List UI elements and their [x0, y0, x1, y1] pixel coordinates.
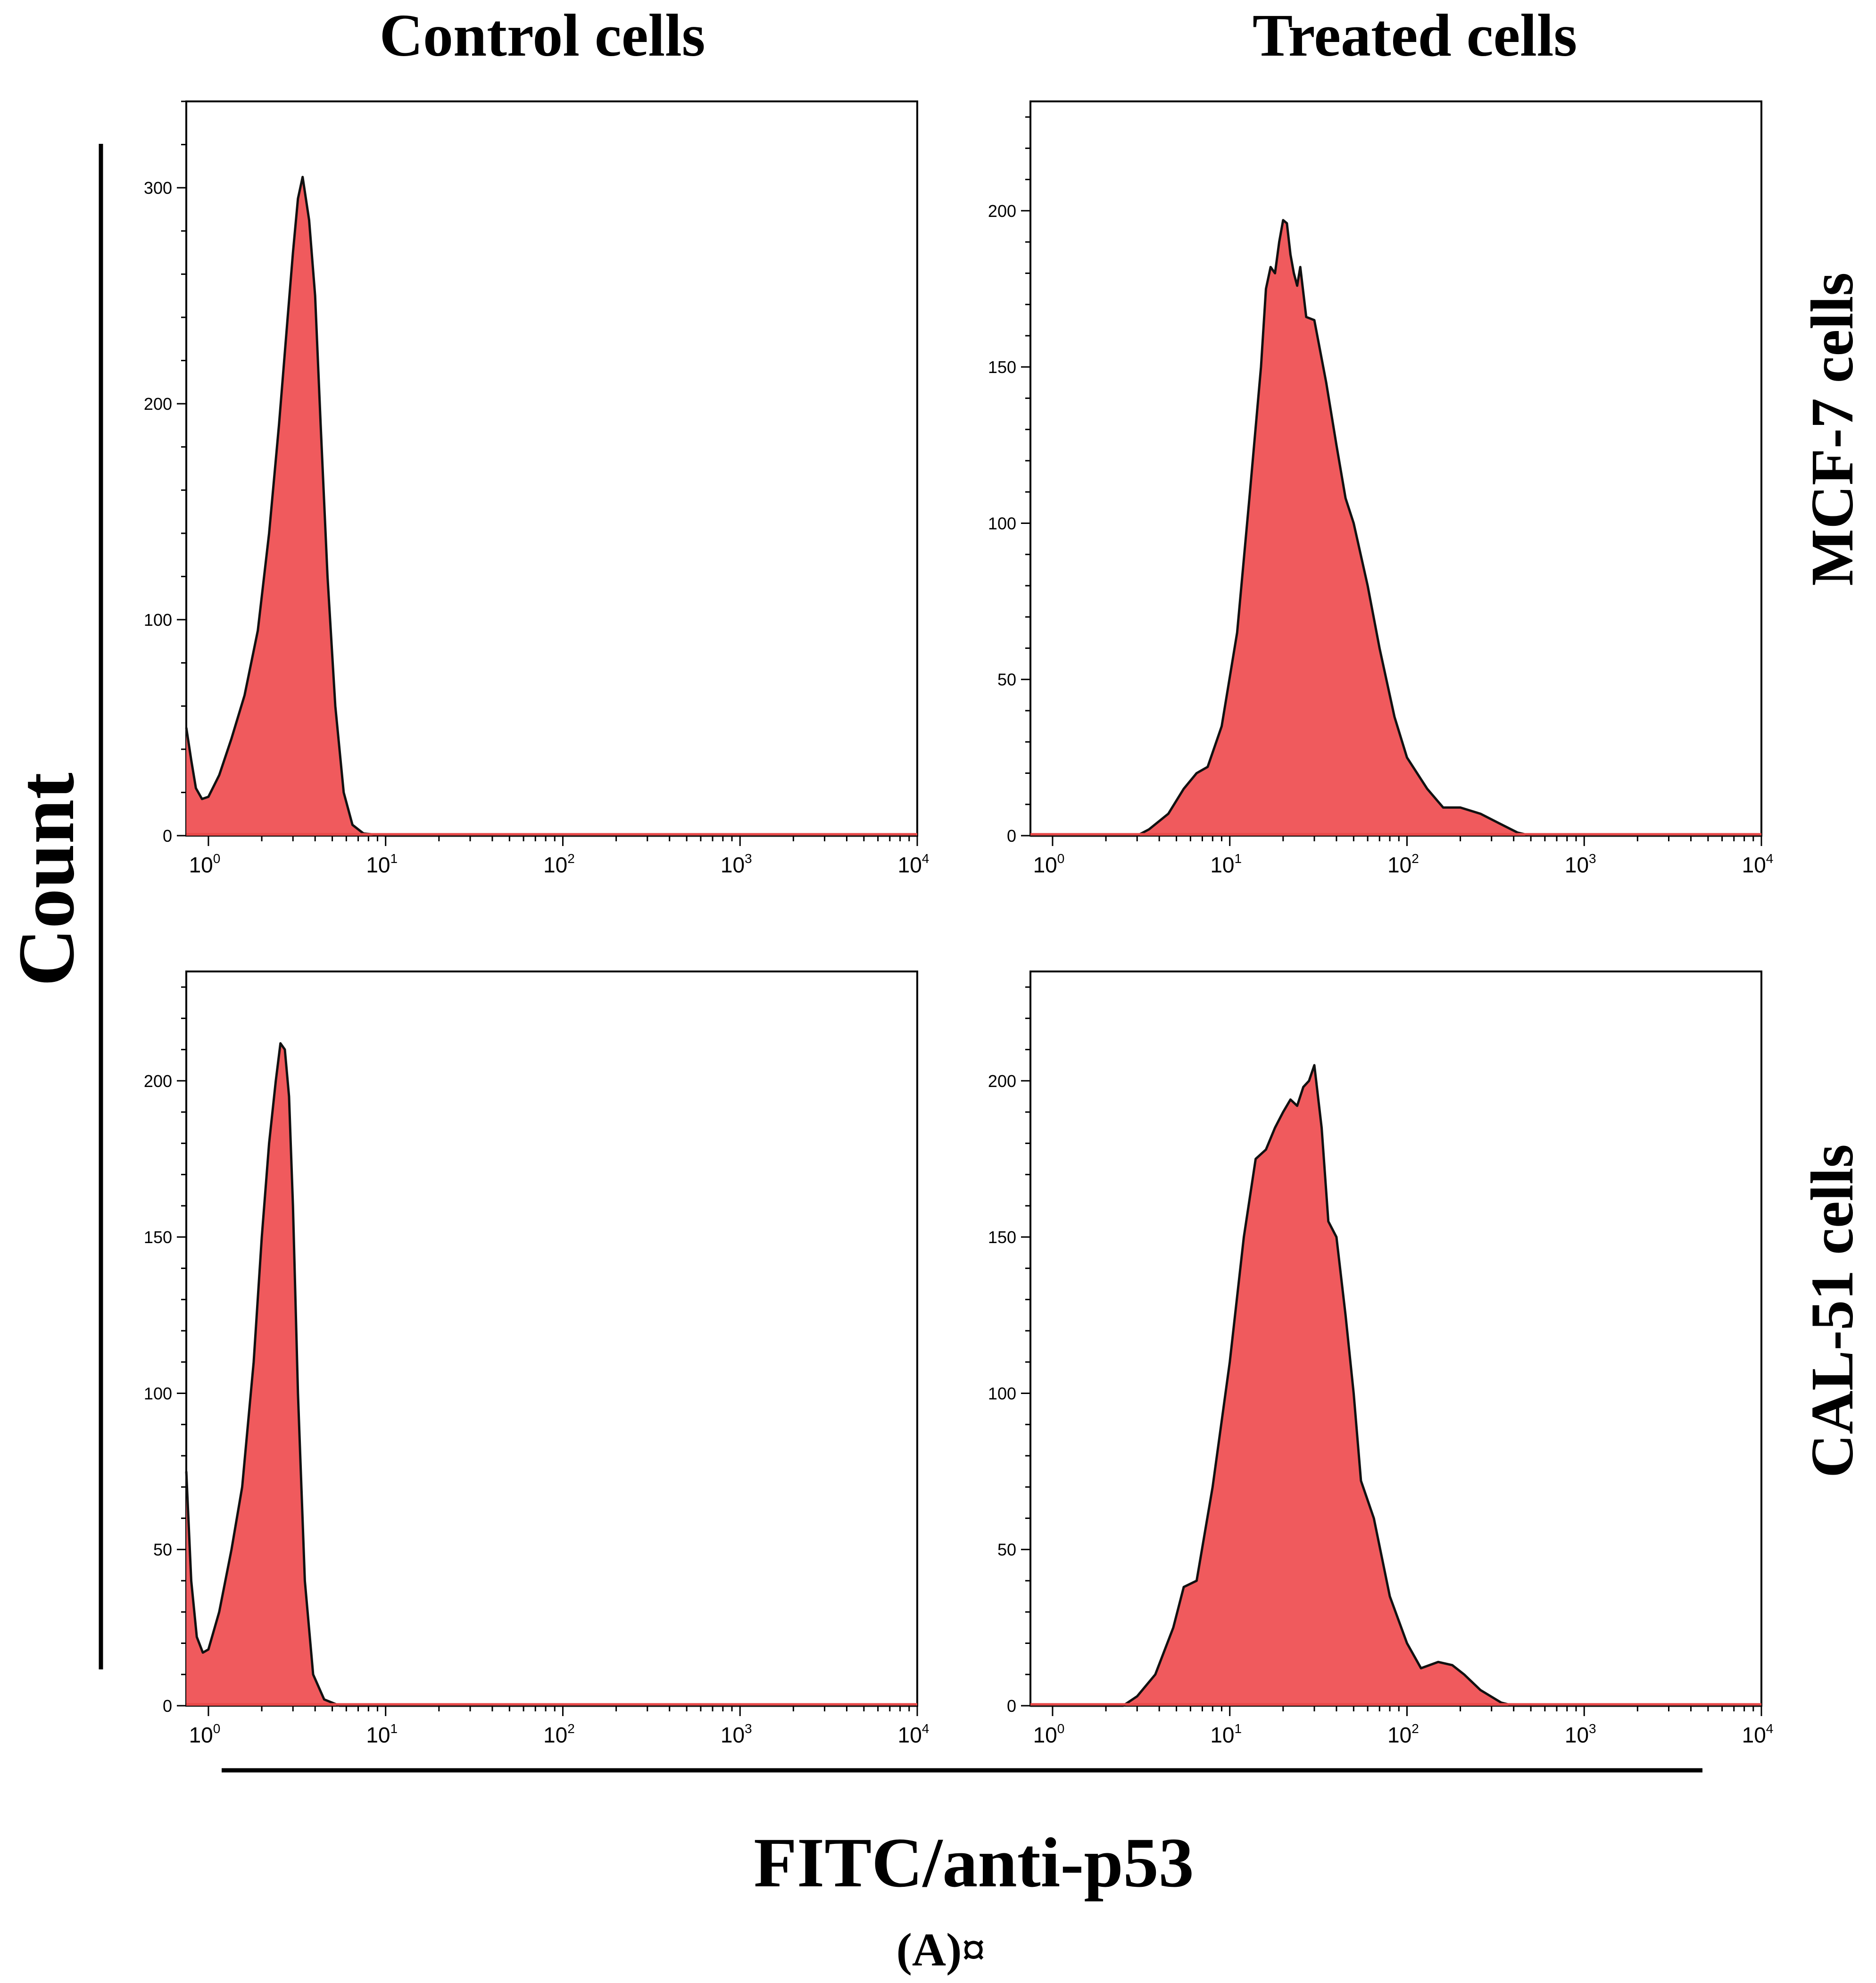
x-tick-label: 102	[1387, 1721, 1419, 1747]
row-title-cal51: CAL-51 cells	[1799, 1144, 1866, 1477]
histogram-area	[1030, 1065, 1761, 1706]
row-title-mcf7: MCF-7 cells	[1799, 273, 1866, 586]
y-tick-label: 200	[144, 1071, 172, 1091]
y-tick-label: 0	[163, 826, 172, 846]
x-tick-label: 101	[1210, 851, 1242, 877]
histogram-area	[1030, 220, 1761, 836]
x-tick-label: 103	[1565, 851, 1596, 877]
y-tick-label: 300	[144, 178, 172, 198]
y-tick-label: 200	[144, 394, 172, 414]
y-tick-label: 50	[153, 1540, 172, 1560]
x-tick-label: 100	[189, 851, 221, 877]
y-tick-label: 100	[144, 610, 172, 630]
y-tick-label: 100	[144, 1384, 172, 1403]
x-tick-label: 102	[543, 851, 575, 877]
y-tick-label: 150	[144, 1228, 172, 1247]
y-tick-label: 0	[1007, 826, 1016, 846]
x-tick-label: 103	[1565, 1721, 1596, 1747]
panel-cal51-control: 0 50 100 150 200 100 101 102 103 104	[144, 971, 929, 1747]
x-tick-label: 103	[721, 851, 752, 877]
y-tick-label: 0	[163, 1696, 172, 1716]
y-axis-label: Count	[2, 772, 91, 986]
y-tick-label: 200	[988, 201, 1016, 221]
histogram-outline	[185, 175, 917, 837]
x-tick-label: 100	[189, 1721, 221, 1747]
histogram-outline	[1030, 1064, 1761, 1707]
x-tick-label: 100	[1033, 851, 1065, 877]
histogram-outline	[185, 1042, 917, 1707]
panel-mcf7-treated: 0 50 100 150 200 100 101 102 103 104	[988, 100, 1774, 877]
x-tick-label: 104	[1742, 1721, 1774, 1747]
y-tick-label: 100	[988, 514, 1016, 533]
column-title-control: Control cells	[380, 2, 706, 69]
x-tick-label: 104	[1742, 851, 1774, 877]
histogram-area	[186, 177, 917, 836]
x-tick-label: 104	[898, 851, 930, 877]
column-title-treated: Treated cells	[1253, 2, 1577, 69]
x-axis-label: FITC/anti-p53	[754, 1824, 1194, 1902]
x-tick-label: 103	[721, 1721, 752, 1747]
plot-frame	[1029, 971, 1762, 1707]
x-tick-label: 102	[1387, 851, 1419, 877]
y-tick-label: 50	[997, 670, 1016, 689]
x-tick-label: 104	[898, 1721, 930, 1747]
x-tick-label: 101	[1210, 1721, 1242, 1747]
panel-mcf7-control: 0 100 200 300 100 101 102 103 104	[144, 100, 930, 877]
x-tick-label: 102	[543, 1721, 575, 1747]
y-tick-label: 200	[988, 1071, 1016, 1091]
y-tick-label: 150	[988, 357, 1016, 377]
y-tick-label: 100	[988, 1384, 1016, 1403]
x-tick-label: 101	[366, 851, 398, 877]
y-tick-label: 50	[997, 1540, 1016, 1560]
y-tick-label: 0	[1007, 1696, 1016, 1716]
x-tick-label: 100	[1033, 1721, 1065, 1747]
panel-cal51-treated: 0 50 100 150 200 100 101 102 103 104	[988, 971, 1773, 1747]
x-tick-label: 101	[366, 1721, 398, 1747]
y-tick-label: 150	[988, 1228, 1016, 1247]
histogram-area	[186, 1043, 917, 1706]
figure-caption: (A)¤	[896, 1924, 986, 1976]
histogram-outline	[1030, 219, 1761, 837]
